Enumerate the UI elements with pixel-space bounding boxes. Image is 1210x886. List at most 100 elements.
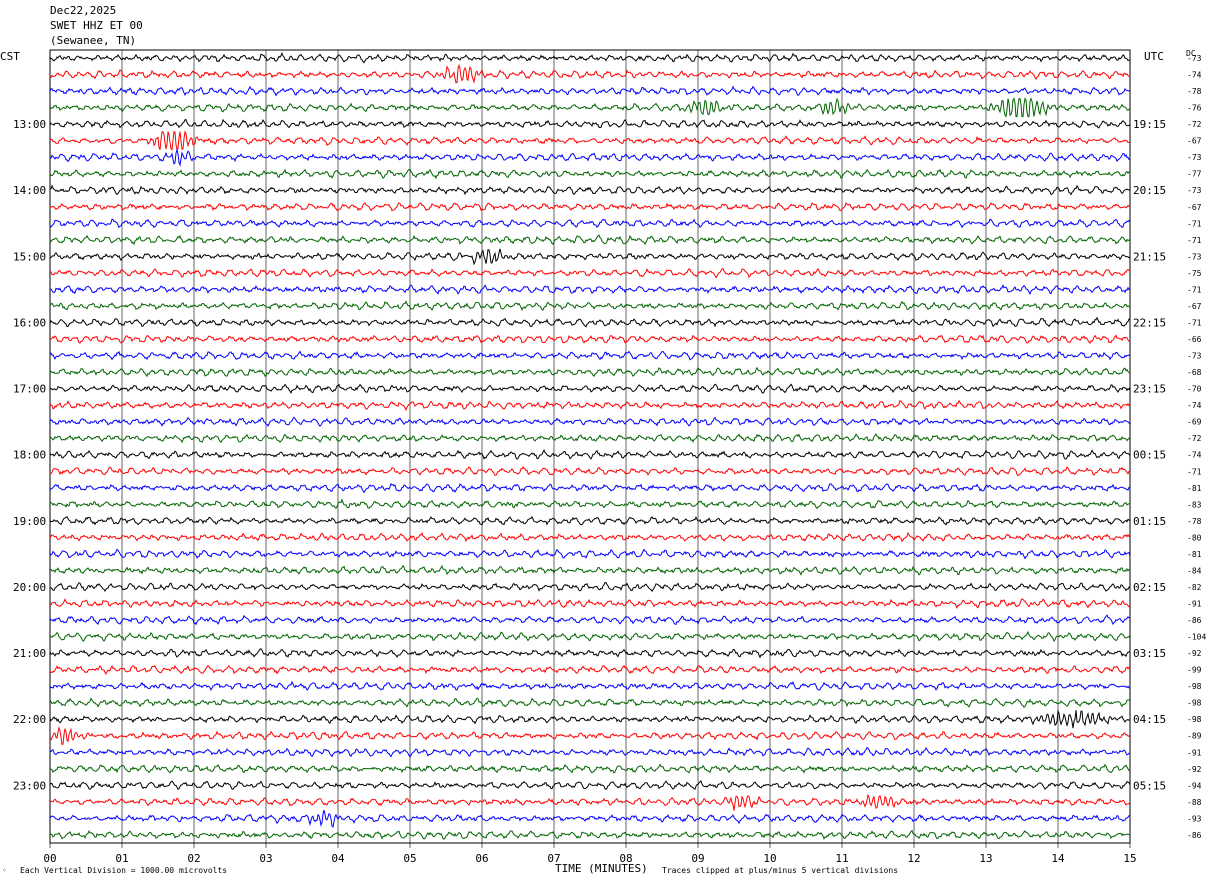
dc-offset-label: -71 [1187, 285, 1202, 294]
plot-frame [49, 49, 1131, 844]
x-tick-label: 02 [187, 852, 200, 865]
dc-offset-label: -73 [1187, 252, 1202, 261]
plot-date: Dec22,2025 [50, 4, 117, 17]
x-tick-label: 07 [547, 852, 560, 865]
trace-row-24 [49, 449, 1131, 460]
trace-row-44 [49, 780, 1131, 791]
dc-offset-label: -73 [1187, 54, 1202, 63]
dc-offset-label: -77 [1187, 170, 1202, 179]
dc-offset-label: -98 [1187, 715, 1202, 724]
trace-row-16 [49, 316, 1131, 328]
dc-offset-label: -67 [1187, 302, 1202, 311]
x-tick-label: 01 [115, 852, 128, 865]
x-tick-label: 00 [43, 852, 56, 865]
trace-row-27 [49, 498, 1131, 510]
trace-row-26 [49, 482, 1131, 494]
dc-offset-label: -83 [1187, 500, 1202, 509]
dc-offset-label: -74 [1187, 451, 1202, 460]
x-tick-label: 08 [619, 852, 632, 865]
cst-hour-label: 16:00 [13, 316, 46, 329]
scale-note: Each Vertical Division = 1000.00 microvo… [20, 866, 228, 875]
station-name: SWET HHZ ET 00 [50, 19, 143, 32]
station-location: (Sewanee, TN) [50, 34, 137, 47]
dc-offset-label: -92 [1187, 765, 1202, 774]
trace-row-33 [49, 598, 1131, 609]
utc-hour-label: 21:15 [1133, 250, 1166, 263]
dc-offset-label: -73 [1187, 352, 1202, 361]
x-tick-label: 06 [475, 852, 488, 865]
utc-hour-label: 22:15 [1133, 316, 1166, 329]
x-tick-label: 05 [403, 852, 416, 865]
trace-row-45 [49, 793, 1131, 811]
trace-row-10 [49, 218, 1131, 229]
dc-offset-label: -82 [1187, 583, 1202, 592]
utc-hour-label: 23:15 [1133, 383, 1166, 396]
trace-row-21 [49, 399, 1131, 412]
x-tick-label: 11 [835, 852, 848, 865]
cst-hour-label: 22:00 [13, 713, 46, 726]
trace-row-17 [49, 334, 1131, 345]
x-tick-label: 10 [763, 852, 776, 865]
x-tick-label: 12 [907, 852, 920, 865]
dc-offset-label: -68 [1187, 368, 1202, 377]
dc-offset-label: -76 [1187, 104, 1202, 113]
dc-offset-label: -66 [1187, 335, 1202, 344]
left-timezone-label: CST [0, 50, 20, 63]
x-tick-label: 03 [259, 852, 272, 865]
trace-row-1 [49, 63, 1131, 84]
trace-row-38 [49, 680, 1131, 691]
dc-offset-label: -78 [1187, 87, 1202, 96]
trace-row-43 [50, 763, 1131, 774]
trace-row-11 [49, 234, 1131, 246]
trace-row-37 [49, 664, 1131, 675]
dc-header-label: DC [1186, 49, 1196, 58]
dc-offset-label: -81 [1187, 550, 1202, 559]
dc-offset-label: -72 [1187, 434, 1202, 443]
dc-offset-label: -78 [1187, 517, 1202, 526]
trace-row-5 [49, 130, 1130, 151]
trace-row-39 [49, 697, 1131, 709]
utc-hour-label: 05:15 [1133, 779, 1166, 792]
trace-row-2 [49, 85, 1131, 97]
scale-note-icon: ◦ [2, 866, 7, 875]
dc-offset-label: -71 [1187, 467, 1202, 476]
trace-row-20 [49, 383, 1131, 394]
cst-hour-label: 19:00 [13, 515, 46, 528]
dc-offset-label: -69 [1187, 418, 1202, 427]
trace-row-29 [49, 531, 1131, 543]
dc-offset-label: -86 [1187, 616, 1202, 625]
dc-offset-label: -81 [1187, 484, 1202, 493]
trace-row-7 [49, 168, 1130, 180]
cst-hour-label: 13:00 [13, 118, 46, 131]
trace-row-41 [50, 726, 1131, 746]
x-tick-label: 14 [1051, 852, 1065, 865]
dc-offset-label: -71 [1187, 219, 1202, 228]
trace-row-40 [49, 709, 1131, 729]
x-tick-label: 13 [979, 852, 992, 865]
trace-row-22 [49, 416, 1131, 428]
x-tick-label: 04 [331, 852, 345, 865]
dc-offset-label: -70 [1187, 385, 1202, 394]
utc-hour-label: 01:15 [1133, 515, 1166, 528]
dc-offset-label: -74 [1187, 401, 1202, 410]
dc-offset-label: -73 [1187, 186, 1202, 195]
dc-offset-label: -89 [1187, 732, 1202, 741]
cst-hour-label: 14:00 [13, 184, 46, 197]
utc-hour-label: 20:15 [1133, 184, 1166, 197]
dc-offset-label: -104 [1187, 633, 1206, 642]
trace-row-6 [49, 147, 1131, 167]
trace-row-9 [49, 202, 1131, 212]
trace-row-34 [49, 614, 1131, 626]
dc-offset-label: -94 [1187, 781, 1202, 790]
trace-row-25 [49, 466, 1131, 477]
trace-row-36 [49, 648, 1131, 659]
trace-row-28 [49, 515, 1131, 526]
trace-row-31 [49, 564, 1131, 576]
dc-offset-label: -88 [1187, 798, 1202, 807]
trace-row-3 [49, 97, 1131, 118]
trace-row-15 [49, 300, 1131, 312]
utc-hour-label: 04:15 [1133, 713, 1166, 726]
right-timezone-label: UTC [1144, 50, 1164, 63]
dc-offset-label: -71 [1187, 318, 1202, 327]
